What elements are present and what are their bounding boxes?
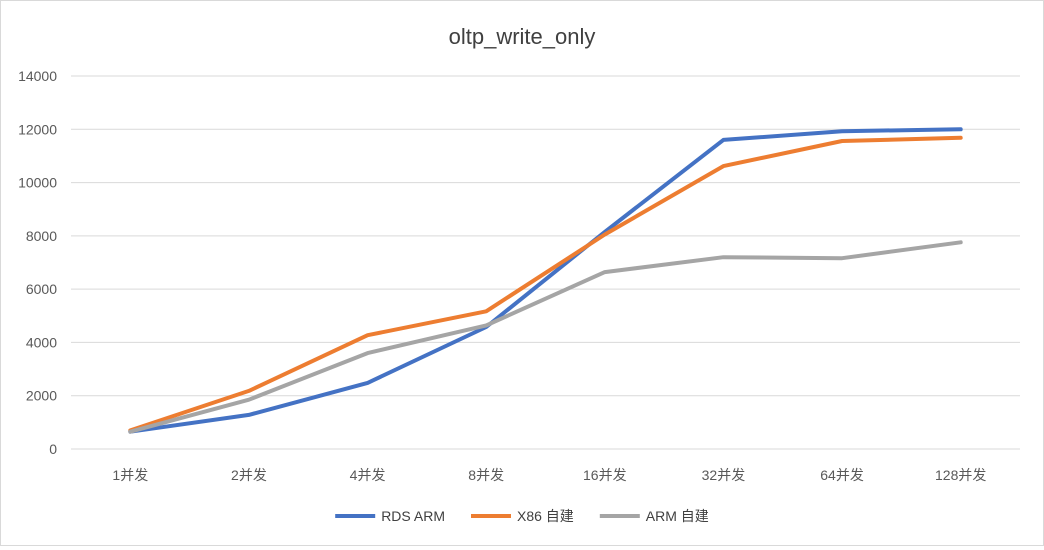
series-line-2 (128, 240, 963, 434)
legend-item-2: ARM 自建 (599, 508, 709, 524)
legend: RDS ARM X86 自建 ARM 自建 (335, 508, 709, 524)
legend-label: ARM 自建 (646, 508, 709, 524)
x-axis-ticks: 1并发 2并发 4并发 8并发 16并发 32并发 64并发 128并发 (112, 467, 986, 483)
chart-title: oltp_write_only (449, 24, 596, 49)
x-tick-label: 4并发 (350, 467, 386, 483)
y-tick-label: 0 (49, 441, 57, 457)
legend-item-1: X86 自建 (471, 508, 574, 524)
x-tick-label: 1并发 (112, 467, 148, 483)
legend-label: RDS ARM (381, 508, 445, 524)
x-tick-label: 64并发 (820, 467, 864, 483)
y-tick-label: 14000 (18, 68, 57, 84)
series-line-1 (128, 135, 963, 433)
y-tick-label: 4000 (26, 334, 57, 350)
y-tick-label: 2000 (26, 388, 57, 404)
y-axis-ticks: 0 2000 4000 6000 8000 10000 12000 14000 (18, 68, 57, 457)
y-tick-label: 6000 (26, 281, 57, 297)
series-line-0 (128, 127, 963, 434)
x-tick-label: 128并发 (935, 467, 986, 483)
legend-label: X86 自建 (517, 508, 574, 524)
legend-item-0: RDS ARM (335, 508, 445, 524)
x-tick-label: 32并发 (702, 467, 746, 483)
y-tick-label: 12000 (18, 121, 57, 137)
x-tick-label: 16并发 (583, 467, 627, 483)
y-tick-label: 10000 (18, 175, 57, 191)
x-tick-label: 2并发 (231, 467, 267, 483)
y-tick-label: 8000 (26, 228, 57, 244)
x-tick-label: 8并发 (468, 467, 504, 483)
series-lines (128, 127, 963, 434)
